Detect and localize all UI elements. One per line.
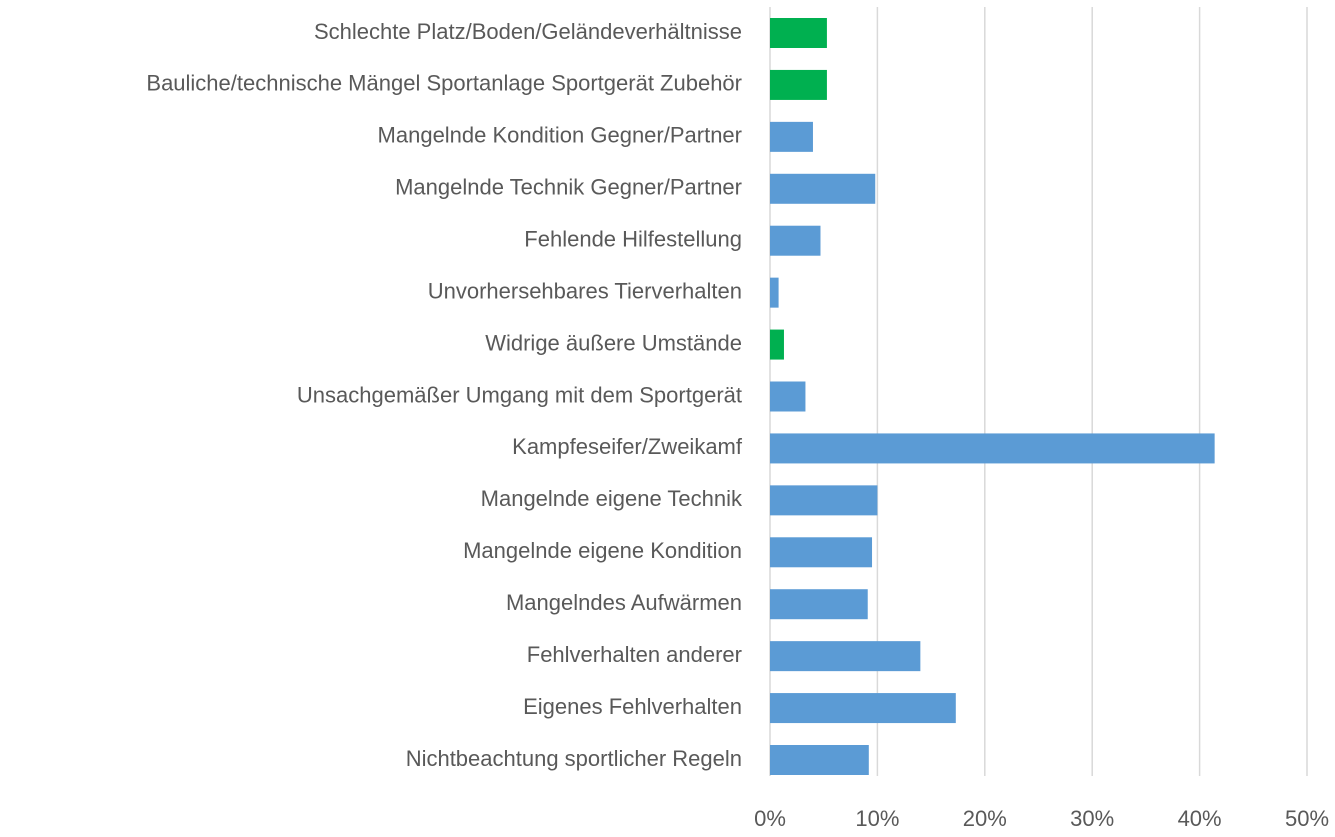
bar (770, 693, 956, 724)
bar (770, 173, 876, 204)
y-tick-label: Unvorhersehbares Tierverhalten (428, 278, 742, 303)
y-tick-label: Widrige äußere Umstände (485, 330, 742, 355)
x-tick-label: 10% (855, 806, 899, 831)
bar (770, 745, 869, 775)
bar (770, 121, 813, 152)
y-tick-label: Mangelndes Aufwärmen (506, 590, 742, 615)
y-tick-label: Mangelnde Kondition Gegner/Partner (378, 123, 742, 148)
bar (770, 641, 921, 672)
y-tick-label: Bauliche/technische Mängel Sportanlage S… (146, 71, 742, 96)
y-tick-label: Mangelnde Technik Gegner/Partner (395, 175, 742, 200)
bar (770, 277, 779, 308)
y-tick-label: Mangelnde eigene Kondition (463, 538, 742, 563)
bar (770, 433, 1215, 464)
y-tick-label: Fehlverhalten anderer (527, 642, 742, 667)
bar (770, 485, 878, 516)
x-tick-label: 20% (963, 806, 1007, 831)
y-tick-label: Unsachgemäßer Umgang mit dem Sportgerät (297, 382, 742, 407)
y-tick-label: Fehlende Hilfestellung (524, 227, 742, 252)
bar (770, 589, 868, 620)
x-tick-label: 50% (1285, 806, 1329, 831)
y-tick-label: Kampfeseifer/Zweikamf (512, 434, 743, 459)
bar (770, 18, 827, 48)
x-tick-label: 40% (1178, 806, 1222, 831)
bar (770, 225, 821, 256)
y-tick-label: Eigenes Fehlverhalten (523, 694, 742, 719)
bar (770, 537, 873, 568)
bar (770, 329, 784, 360)
y-tick-label: Schlechte Platz/Boden/Geländeverhältniss… (314, 19, 742, 44)
bar (770, 381, 806, 412)
y-tick-label: Nichtbeachtung sportlicher Regeln (406, 746, 742, 771)
y-tick-label: Mangelnde eigene Technik (481, 486, 743, 511)
x-tick-label: 30% (1070, 806, 1114, 831)
x-tick-label: 0% (754, 806, 786, 831)
bar (770, 69, 827, 100)
